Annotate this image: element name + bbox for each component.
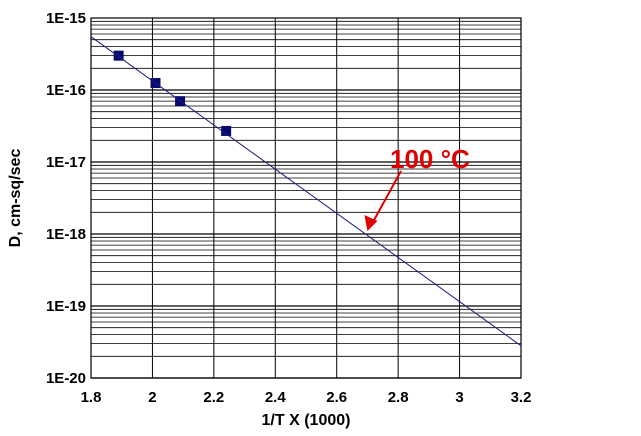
- x-tick-label: 1.8: [81, 389, 102, 406]
- annotations: 100 °C: [364, 144, 470, 232]
- data-point: [221, 125, 232, 136]
- y-tick-label: 1E-19: [46, 298, 86, 315]
- x-tick-label: 2: [148, 389, 156, 406]
- y-tick-label: 1E-20: [46, 370, 86, 387]
- x-tick-label: 3.2: [511, 389, 532, 406]
- x-tick-label: 2.6: [326, 389, 347, 406]
- x-tick-labels: 1.8 2 2.2 2.4 2.6 2.8 3 3.2: [81, 389, 532, 406]
- y-axis-title: D, cm-sq/sec: [7, 149, 24, 248]
- plot-frame: [90, 17, 522, 379]
- data-series: [90, 36, 522, 347]
- y-tick-labels: 1E-20 1E-19 1E-18 1E-17 1E-16 1E-15: [46, 10, 86, 387]
- annotation-label: 100 °C: [390, 144, 470, 174]
- y-tick-label: 1E-15: [46, 10, 86, 27]
- x-axis-title: 1/T X (1000): [262, 412, 351, 429]
- y-tick-label: 1E-17: [46, 154, 86, 171]
- annotation-arrow-shaft: [371, 170, 402, 224]
- annotation-arrowhead: [364, 215, 378, 232]
- x-tick-label: 2.4: [265, 389, 287, 406]
- y-tick-label: 1E-18: [46, 226, 86, 243]
- x-tick-label: 3: [455, 389, 463, 406]
- grid-lines: [90, 18, 522, 379]
- fit-line: [90, 36, 522, 347]
- x-tick-label: 2.8: [388, 389, 409, 406]
- x-tick-label: 2.2: [203, 389, 224, 406]
- y-tick-label: 1E-16: [46, 82, 86, 99]
- data-point: [113, 50, 124, 61]
